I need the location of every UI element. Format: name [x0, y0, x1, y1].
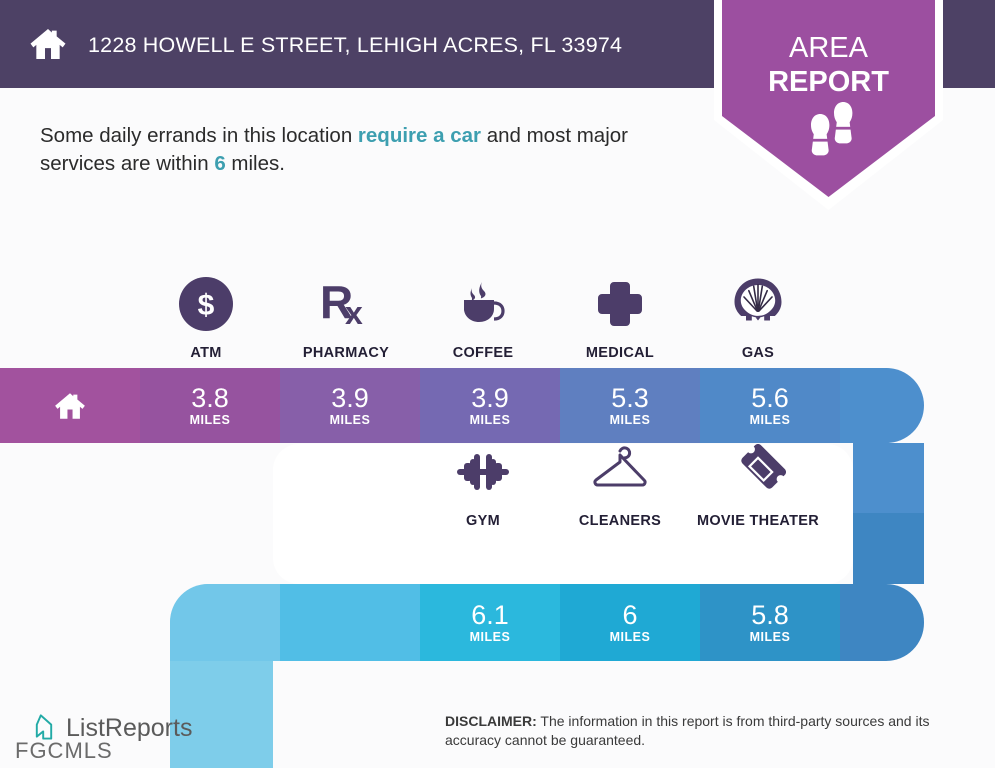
svg-text:AREA: AREA: [789, 32, 869, 64]
svg-text:x: x: [345, 295, 363, 331]
svg-text:$: $: [198, 289, 215, 322]
svg-text:REPORT: REPORT: [768, 66, 889, 98]
